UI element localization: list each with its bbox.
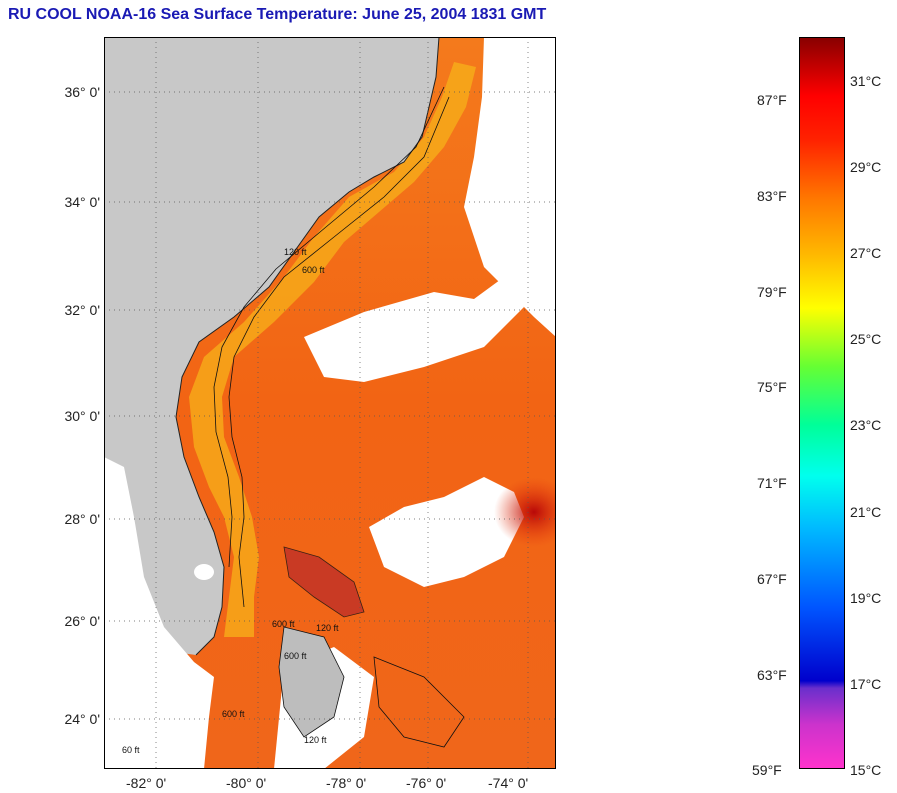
bahamas-bank-3 [373,656,465,748]
contour-label: 600 ft [222,709,245,719]
colorbar-f-label: 83°F [757,188,787,204]
colorbar-c-label: 19°C [850,590,882,606]
coastal-band [189,62,476,637]
colorbar-f-label: 63°F [757,667,787,683]
warm-eddy [494,477,556,547]
contour-label: 120 ft [284,247,307,257]
colorbar-f-label: 59°F [752,762,782,778]
colorbar [799,37,845,769]
lat-tick-label: 36° 0' [64,84,100,100]
colorbar-f-label: 67°F [757,571,787,587]
colorbar-f-label: 71°F [757,475,787,491]
lat-tick-label: 28° 0' [64,511,100,527]
colorbar-c-label: 17°C [850,676,882,692]
lat-tick-label: 34° 0' [64,194,100,210]
lon-tick-label: -74° 0' [488,775,529,791]
lon-tick-label: -80° 0' [226,775,267,791]
colorbar-f-label: 75°F [757,379,787,395]
lon-tick-label: -78° 0' [326,775,367,791]
lake-okeechobee [194,564,214,580]
colorbar-c-label: 21°C [850,504,882,520]
bahamas-bank-2 [278,626,345,738]
lat-tick-label: 26° 0' [64,613,100,629]
cloud-region-bahamas [369,477,524,587]
colorbar-c-label: 31°C [850,73,882,89]
lat-tick-label: 30° 0' [64,408,100,424]
graticule [104,37,556,769]
gulf-no-data [104,457,214,769]
cloud-region-north [464,37,556,337]
colorbar-c-label: 15°C [850,762,882,778]
sst-map: 600 ft 120 ft 600 ft 120 ft 600 ft 120 f… [104,37,556,769]
chart-title: RU COOL NOAA-16 Sea Surface Temperature:… [8,6,547,23]
contour-label: 600 ft [272,619,295,629]
lat-tick-label: 24° 0' [64,711,100,727]
contour-label: 120 ft [304,735,327,745]
lon-tick-label: -82° 0' [126,775,167,791]
colorbar-c-label: 29°C [850,159,882,175]
contour-label: 120 ft [316,623,339,633]
contour-120ft [213,86,445,568]
colorbar-gradient [799,37,845,769]
land-mass [104,37,439,655]
colorbar-c-label: 27°C [850,245,882,261]
cloud-region-mid [304,277,524,382]
colorbar-c-label: 23°C [850,417,882,433]
contour-label: 60 ft [122,745,140,755]
coastline [175,37,440,656]
colorbar-f-label: 79°F [757,284,787,300]
colorbar-c-label: 25°C [850,331,882,347]
lon-tick-label: -76° 0' [406,775,447,791]
contour-label: 600 ft [302,265,325,275]
contour-label: 600 ft [284,651,307,661]
colorbar-f-label: 87°F [757,92,787,108]
lat-tick-label: 32° 0' [64,302,100,318]
contour-600ft [228,96,450,608]
bahamas-bank-1 [283,546,365,618]
